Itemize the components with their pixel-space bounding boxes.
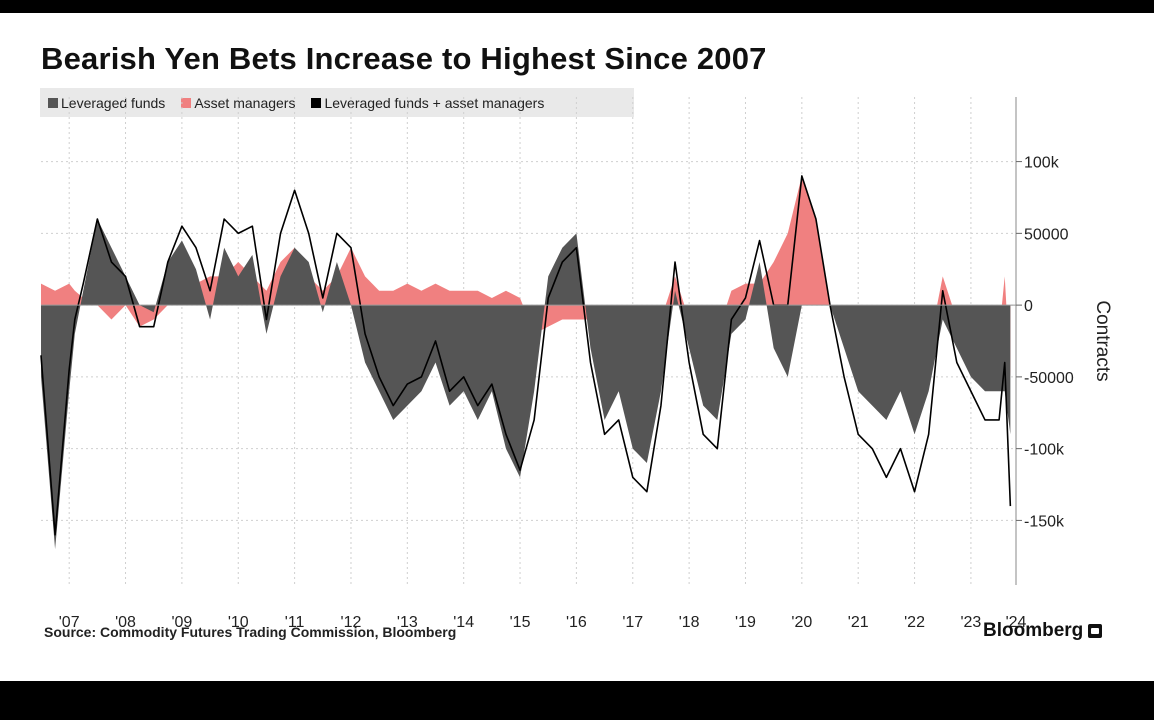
x-tick-label-12: '19 bbox=[735, 614, 756, 631]
x-tick-label-11: '18 bbox=[679, 614, 700, 631]
x-tick-label-2: '09 bbox=[171, 614, 192, 631]
legend-label-asset: Asset managers bbox=[194, 94, 296, 111]
chart-svg: 100k 50000 0 -50000 -100k -150k '07 '08 '09 '10 '1… bbox=[40, 97, 1113, 631]
y-tick-label-1: 50000 bbox=[1024, 226, 1069, 243]
x-tick-label-6: '13 bbox=[397, 614, 418, 631]
y-tick-label-5: -150k bbox=[1024, 513, 1065, 530]
legend-item-leveraged: Leveraged funds bbox=[48, 95, 165, 111]
y-axis-title: Contracts bbox=[1092, 300, 1113, 381]
x-tick-label-0: '07 bbox=[59, 614, 80, 631]
x-tick-label-3: '10 bbox=[228, 614, 249, 631]
x-tick-label-1: '08 bbox=[115, 614, 136, 631]
legend-swatch-combined bbox=[311, 97, 322, 108]
x-tick-label-4: '11 bbox=[285, 614, 305, 631]
series-leveraged-funds-area bbox=[41, 219, 1011, 550]
x-tick-label-9: '16 bbox=[566, 614, 587, 631]
x-tick-label-15: '22 bbox=[904, 614, 925, 631]
bloomberg-logo-icon bbox=[1088, 624, 1103, 638]
legend-label-combined: Leveraged funds + asset managers bbox=[324, 94, 545, 111]
series-combined-line bbox=[40, 175, 1012, 536]
x-tick-label-14: '21 bbox=[848, 614, 869, 631]
x-tick-label-10: '17 bbox=[622, 614, 643, 631]
legend-swatch-asset bbox=[181, 97, 192, 108]
x-tick-label-13: '20 bbox=[791, 614, 812, 631]
legend-item-combined: Leveraged funds + asset managers bbox=[311, 95, 544, 111]
brand-logo: Bloomberg bbox=[983, 620, 1103, 642]
x-tick-label-8: '15 bbox=[510, 614, 531, 631]
chart-title: Bearish Yen Bets Increase to Highest Sin… bbox=[41, 41, 767, 76]
source-note: Source: Commodity Futures Trading Commis… bbox=[44, 624, 457, 640]
chart-card: Bearish Yen Bets Increase to Highest Sin… bbox=[0, 13, 1154, 681]
x-tick-label-17: '24 bbox=[1006, 614, 1027, 631]
y-tick-label-0: 100k bbox=[1024, 155, 1060, 172]
x-tick-label-7: '14 bbox=[453, 614, 474, 631]
y-tick-label-3: -50000 bbox=[1024, 370, 1074, 387]
x-tick-label-5: '12 bbox=[341, 614, 362, 631]
brand-name: Bloomberg bbox=[983, 620, 1084, 641]
legend-item-asset: Asset managers bbox=[181, 95, 295, 111]
y-tick-label-4: -100k bbox=[1024, 442, 1065, 459]
legend-swatch-leveraged bbox=[48, 97, 58, 108]
y-tick-label-2: 0 bbox=[1024, 298, 1033, 315]
x-tick-label-16: '23 bbox=[960, 614, 981, 631]
legend: Leveraged funds Asset managers Leveraged… bbox=[40, 88, 634, 117]
legend-label-leveraged: Leveraged funds bbox=[61, 94, 166, 111]
